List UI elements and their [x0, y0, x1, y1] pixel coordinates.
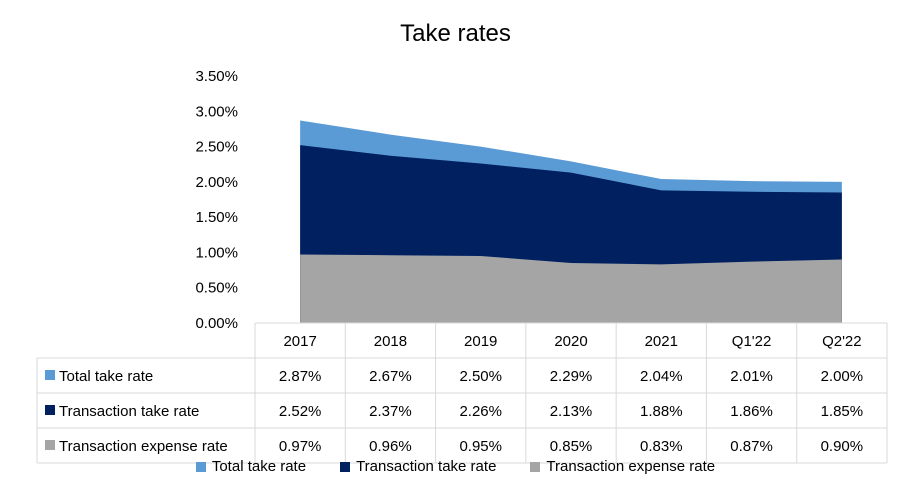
y-tick-label: 0.50%	[195, 280, 238, 297]
data-label: 2.13%	[550, 403, 593, 420]
category-label: 2020	[554, 333, 587, 350]
data-label: 0.85%	[550, 438, 593, 455]
legend-swatch	[195, 461, 206, 472]
data-label: 2.87%	[279, 368, 322, 385]
data-label: 2.01%	[730, 368, 773, 385]
data-label: 0.95%	[459, 438, 502, 455]
data-label: 0.90%	[821, 438, 864, 455]
data-label: 2.26%	[459, 403, 502, 420]
legend-label: Total take rate	[211, 458, 307, 475]
area-transaction-expense-rate	[300, 254, 842, 323]
category-label: 2019	[464, 333, 497, 350]
y-tick-label: 2.00%	[195, 174, 238, 191]
y-tick-label: 1.00%	[195, 244, 238, 261]
legend-item: Transaction take rate	[340, 458, 496, 475]
data-label: 0.87%	[730, 438, 773, 455]
row-swatch	[45, 440, 55, 450]
data-label: 2.04%	[640, 368, 683, 385]
data-label: 1.88%	[640, 403, 683, 420]
data-label: 2.37%	[369, 403, 412, 420]
row-swatch	[45, 370, 55, 380]
y-tick-label: 3.50%	[195, 68, 238, 85]
chart-legend: Total take rate Transaction take rate Tran…	[0, 458, 911, 475]
legend-swatch	[530, 461, 541, 472]
row-label: Transaction take rate	[59, 403, 199, 420]
data-label: 0.97%	[279, 438, 322, 455]
data-label: 2.29%	[550, 368, 593, 385]
category-label: Q2'22	[822, 333, 862, 350]
legend-label: Transaction take rate	[356, 458, 497, 475]
data-label: 0.83%	[640, 438, 683, 455]
row-label: Transaction expense rate	[59, 438, 228, 455]
y-tick-label: 0.00%	[195, 315, 238, 332]
chart-title: Take rates	[400, 20, 511, 47]
data-label: 2.67%	[369, 368, 412, 385]
category-label: 2017	[283, 333, 316, 350]
y-tick-label: 2.50%	[195, 139, 238, 156]
data-label: 2.52%	[279, 403, 322, 420]
data-label: 2.00%	[821, 368, 864, 385]
legend-swatch	[340, 461, 351, 472]
data-label: 1.85%	[821, 403, 864, 420]
legend-item: Total take rate	[195, 458, 307, 475]
y-tick-label: 1.50%	[195, 209, 238, 226]
y-tick-label: 3.00%	[195, 103, 238, 120]
data-label: 1.86%	[730, 403, 773, 420]
category-label: 2021	[645, 333, 678, 350]
legend-item: Transaction expense rate	[530, 458, 715, 475]
row-swatch	[45, 405, 55, 415]
legend-label: Transaction expense rate	[546, 458, 716, 475]
row-label: Total take rate	[59, 368, 153, 385]
data-label: 2.50%	[459, 368, 502, 385]
category-label: Q1'22	[732, 333, 772, 350]
data-label: 0.96%	[369, 438, 412, 455]
category-label: 2018	[374, 333, 407, 350]
